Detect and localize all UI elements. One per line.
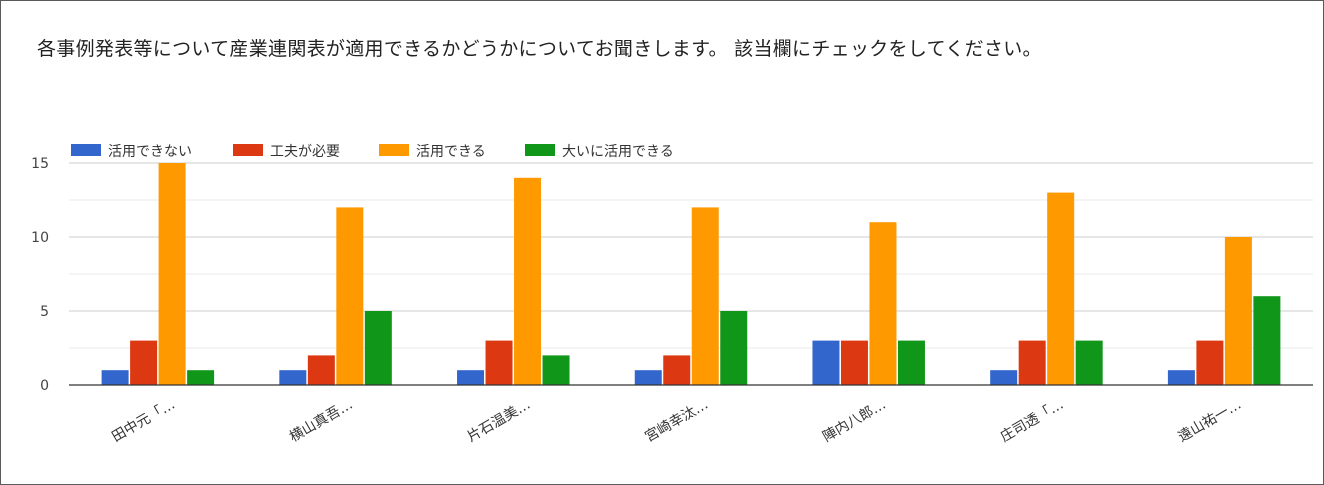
bar-0-1[interactable] <box>130 340 158 385</box>
bar-3-2[interactable] <box>691 207 719 385</box>
legend-swatch[interactable] <box>379 144 409 156</box>
bar-5-3[interactable] <box>1075 340 1103 385</box>
legend-label[interactable]: 工夫が必要 <box>270 144 340 160</box>
legend-label[interactable]: 活用できない <box>108 144 192 160</box>
y-tick-label: 15 <box>31 156 49 172</box>
legend-swatch[interactable] <box>71 144 101 156</box>
legend-label[interactable]: 大いに活用できる <box>562 144 674 160</box>
bar-4-0[interactable] <box>812 340 840 385</box>
x-category-label: 宮崎幸汰… <box>642 397 711 446</box>
bar-1-3[interactable] <box>364 311 392 385</box>
bar-4-1[interactable] <box>840 340 868 385</box>
bar-1-1[interactable] <box>307 355 335 385</box>
bar-6-1[interactable] <box>1196 340 1224 385</box>
y-tick-label: 10 <box>31 230 49 246</box>
bar-2-1[interactable] <box>485 340 513 385</box>
bar-6-0[interactable] <box>1167 370 1195 385</box>
bar-5-2[interactable] <box>1047 192 1075 385</box>
bar-2-3[interactable] <box>542 355 570 385</box>
y-tick-label: 0 <box>40 378 49 394</box>
legend-swatch[interactable] <box>525 144 555 156</box>
x-category-label: 田中元「… <box>109 397 178 446</box>
bar-6-3[interactable] <box>1253 296 1281 385</box>
bar-3-1[interactable] <box>663 355 691 385</box>
bar-5-1[interactable] <box>1018 340 1046 385</box>
legend-swatch[interactable] <box>233 144 263 156</box>
question-text: 各事例発表等について産業連関表が適用できるかどうかについてお聞きします。 該当欄… <box>37 38 1042 60</box>
bar-3-0[interactable] <box>634 370 662 385</box>
bar-1-0[interactable] <box>279 370 307 385</box>
x-category-label: 片石温美… <box>465 397 534 446</box>
bar-2-0[interactable] <box>457 370 485 385</box>
legend-label[interactable]: 活用できる <box>416 144 486 160</box>
bar-0-2[interactable] <box>158 163 186 385</box>
bar-0-3[interactable] <box>187 370 215 385</box>
x-category-label: 遠山祐一… <box>1176 397 1245 446</box>
x-category-label: 横山真吾… <box>287 397 356 446</box>
bar-3-3[interactable] <box>720 311 748 385</box>
bar-5-0[interactable] <box>990 370 1018 385</box>
x-category-label: 庄司透「… <box>997 396 1066 446</box>
y-tick-label: 5 <box>40 304 49 320</box>
bar-1-2[interactable] <box>336 207 364 385</box>
bar-0-0[interactable] <box>101 370 129 385</box>
x-category-label: 陣内八郎… <box>820 397 889 446</box>
bar-2-2[interactable] <box>514 177 542 385</box>
bar-6-2[interactable] <box>1224 237 1252 385</box>
bar-4-2[interactable] <box>869 222 897 385</box>
bar-4-3[interactable] <box>897 340 925 385</box>
